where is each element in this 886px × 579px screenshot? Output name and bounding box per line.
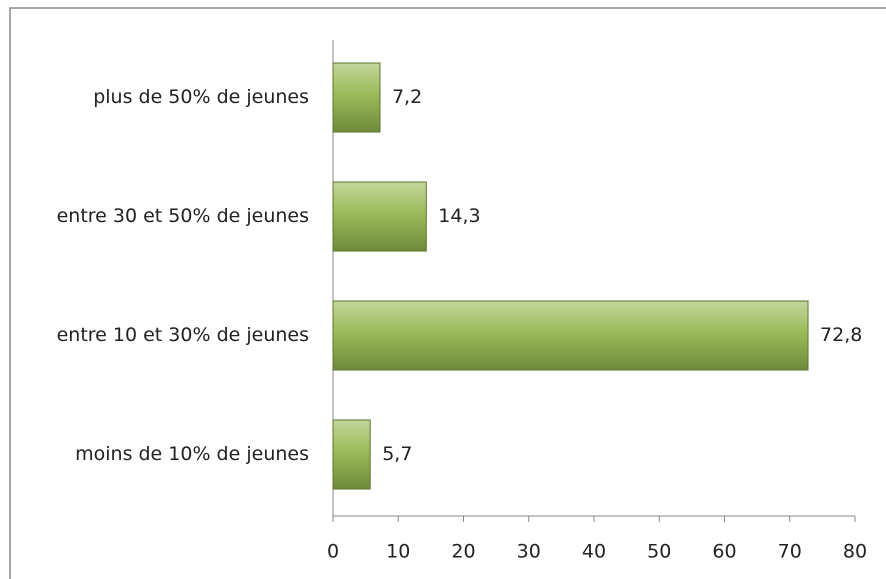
bar xyxy=(332,62,381,133)
bar xyxy=(332,181,427,252)
x-tick-label: 50 xyxy=(647,541,671,563)
value-label: 14,3 xyxy=(438,205,480,227)
bar xyxy=(332,300,809,371)
y-tick-label: entre 30 et 50% de jeunes xyxy=(57,205,309,227)
value-label: 5,7 xyxy=(382,443,412,465)
y-tick-label: moins de 10% de jeunes xyxy=(75,443,309,465)
x-tick-label: 10 xyxy=(386,541,410,563)
x-tick-label: 60 xyxy=(712,541,736,563)
chart-frame xyxy=(9,7,886,579)
x-tick-label: 30 xyxy=(517,541,541,563)
x-tick-label: 80 xyxy=(843,541,867,563)
y-tick-label: plus de 50% de jeunes xyxy=(93,86,309,108)
value-label: 72,8 xyxy=(820,324,862,346)
x-tick-label: 0 xyxy=(327,541,339,563)
bar xyxy=(332,419,371,490)
x-tick-label: 20 xyxy=(451,541,475,563)
y-tick-label: entre 10 et 30% de jeunes xyxy=(57,324,309,346)
x-tick-label: 70 xyxy=(778,541,802,563)
x-tick-label: 40 xyxy=(582,541,606,563)
value-label: 7,2 xyxy=(392,86,422,108)
